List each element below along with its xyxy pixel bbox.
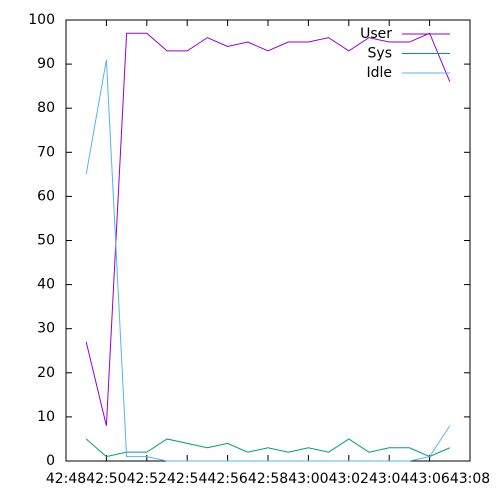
x-tick-label: 43:00: [288, 471, 328, 487]
legend-label: Idle: [366, 65, 392, 81]
x-tick-label: 42:48: [46, 471, 86, 487]
series-line: [85, 32, 451, 426]
y-tick-label: 20: [37, 365, 55, 381]
y-tick-label: 70: [37, 144, 55, 160]
y-tick-label: 30: [37, 321, 55, 337]
y-tick-label: 10: [37, 409, 55, 425]
y-tick-label: 60: [37, 188, 55, 204]
y-tick-label: 100: [28, 12, 55, 28]
plot-border: [65, 19, 471, 462]
y-tick-label: 40: [37, 277, 55, 293]
x-tick-label: 43:02: [329, 471, 369, 487]
y-tick-label: 50: [37, 233, 55, 249]
x-tick-label: 43:08: [450, 471, 490, 487]
x-tick-label: 42:50: [86, 471, 126, 487]
x-tick-label: 42:54: [167, 471, 207, 487]
x-tick-label: 42:52: [127, 471, 167, 487]
x-tick-label: 42:56: [207, 471, 247, 487]
series-line: [85, 59, 451, 462]
x-tick-label: 43:04: [369, 471, 409, 487]
y-tick-label: 80: [37, 100, 55, 116]
legend-label: User: [360, 26, 392, 42]
series-line: [85, 438, 451, 458]
legend-label: Sys: [368, 46, 392, 62]
y-tick-label: 90: [37, 56, 55, 72]
x-tick-label: 43:06: [409, 471, 449, 487]
x-tick-label: 42:58: [248, 471, 288, 487]
y-tick-label: 0: [46, 453, 55, 469]
